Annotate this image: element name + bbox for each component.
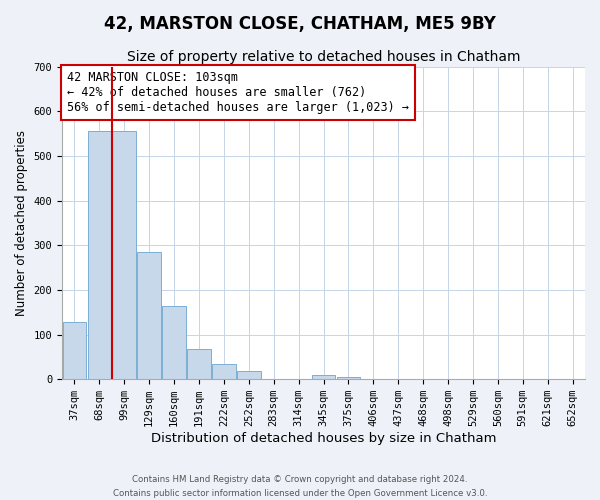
- Text: Contains HM Land Registry data © Crown copyright and database right 2024.
Contai: Contains HM Land Registry data © Crown c…: [113, 476, 487, 498]
- X-axis label: Distribution of detached houses by size in Chatham: Distribution of detached houses by size …: [151, 432, 496, 445]
- Bar: [237, 370, 260, 379]
- Bar: [162, 306, 186, 379]
- Bar: [187, 349, 211, 379]
- Y-axis label: Number of detached properties: Number of detached properties: [15, 130, 28, 316]
- Text: 42 MARSTON CLOSE: 103sqm
← 42% of detached houses are smaller (762)
56% of semi-: 42 MARSTON CLOSE: 103sqm ← 42% of detach…: [67, 71, 409, 114]
- Title: Size of property relative to detached houses in Chatham: Size of property relative to detached ho…: [127, 50, 520, 64]
- Bar: [137, 252, 161, 379]
- Text: 42, MARSTON CLOSE, CHATHAM, ME5 9BY: 42, MARSTON CLOSE, CHATHAM, ME5 9BY: [104, 15, 496, 33]
- Bar: [112, 132, 136, 379]
- Bar: [311, 375, 335, 379]
- Bar: [88, 132, 111, 379]
- Bar: [337, 377, 360, 379]
- Bar: [212, 364, 236, 379]
- Bar: [62, 322, 86, 379]
